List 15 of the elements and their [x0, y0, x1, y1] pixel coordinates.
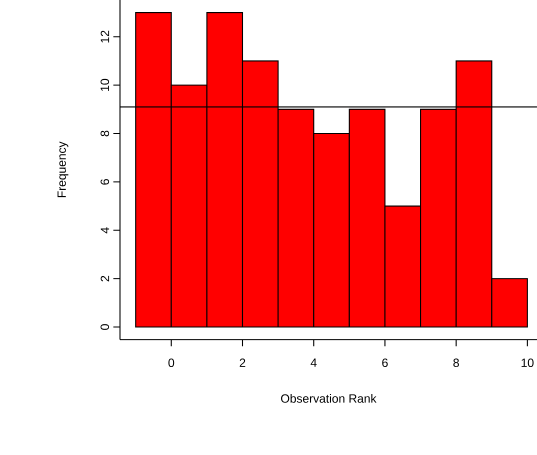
- x-tick-label: 0: [168, 358, 174, 368]
- x-tick-label: 8: [453, 358, 459, 368]
- x-tick-label: 2: [240, 358, 246, 367]
- y-axis-title: Frequency: [58, 141, 68, 198]
- y-tick-label: 10: [100, 78, 110, 91]
- x-tick-label: 6: [382, 358, 388, 368]
- y-tick-label: 6: [100, 179, 110, 185]
- y-tick-label: 12: [100, 30, 110, 43]
- y-tick-label: 0: [100, 324, 110, 330]
- x-axis-title: Observation Rank: [281, 394, 377, 403]
- x-tick-label: 10: [522, 358, 534, 368]
- y-tick-label: 8: [100, 130, 110, 136]
- y-tick-label: 4: [100, 227, 110, 234]
- y-tick-label: 2: [100, 276, 110, 282]
- x-tick-label: 4: [310, 358, 317, 367]
